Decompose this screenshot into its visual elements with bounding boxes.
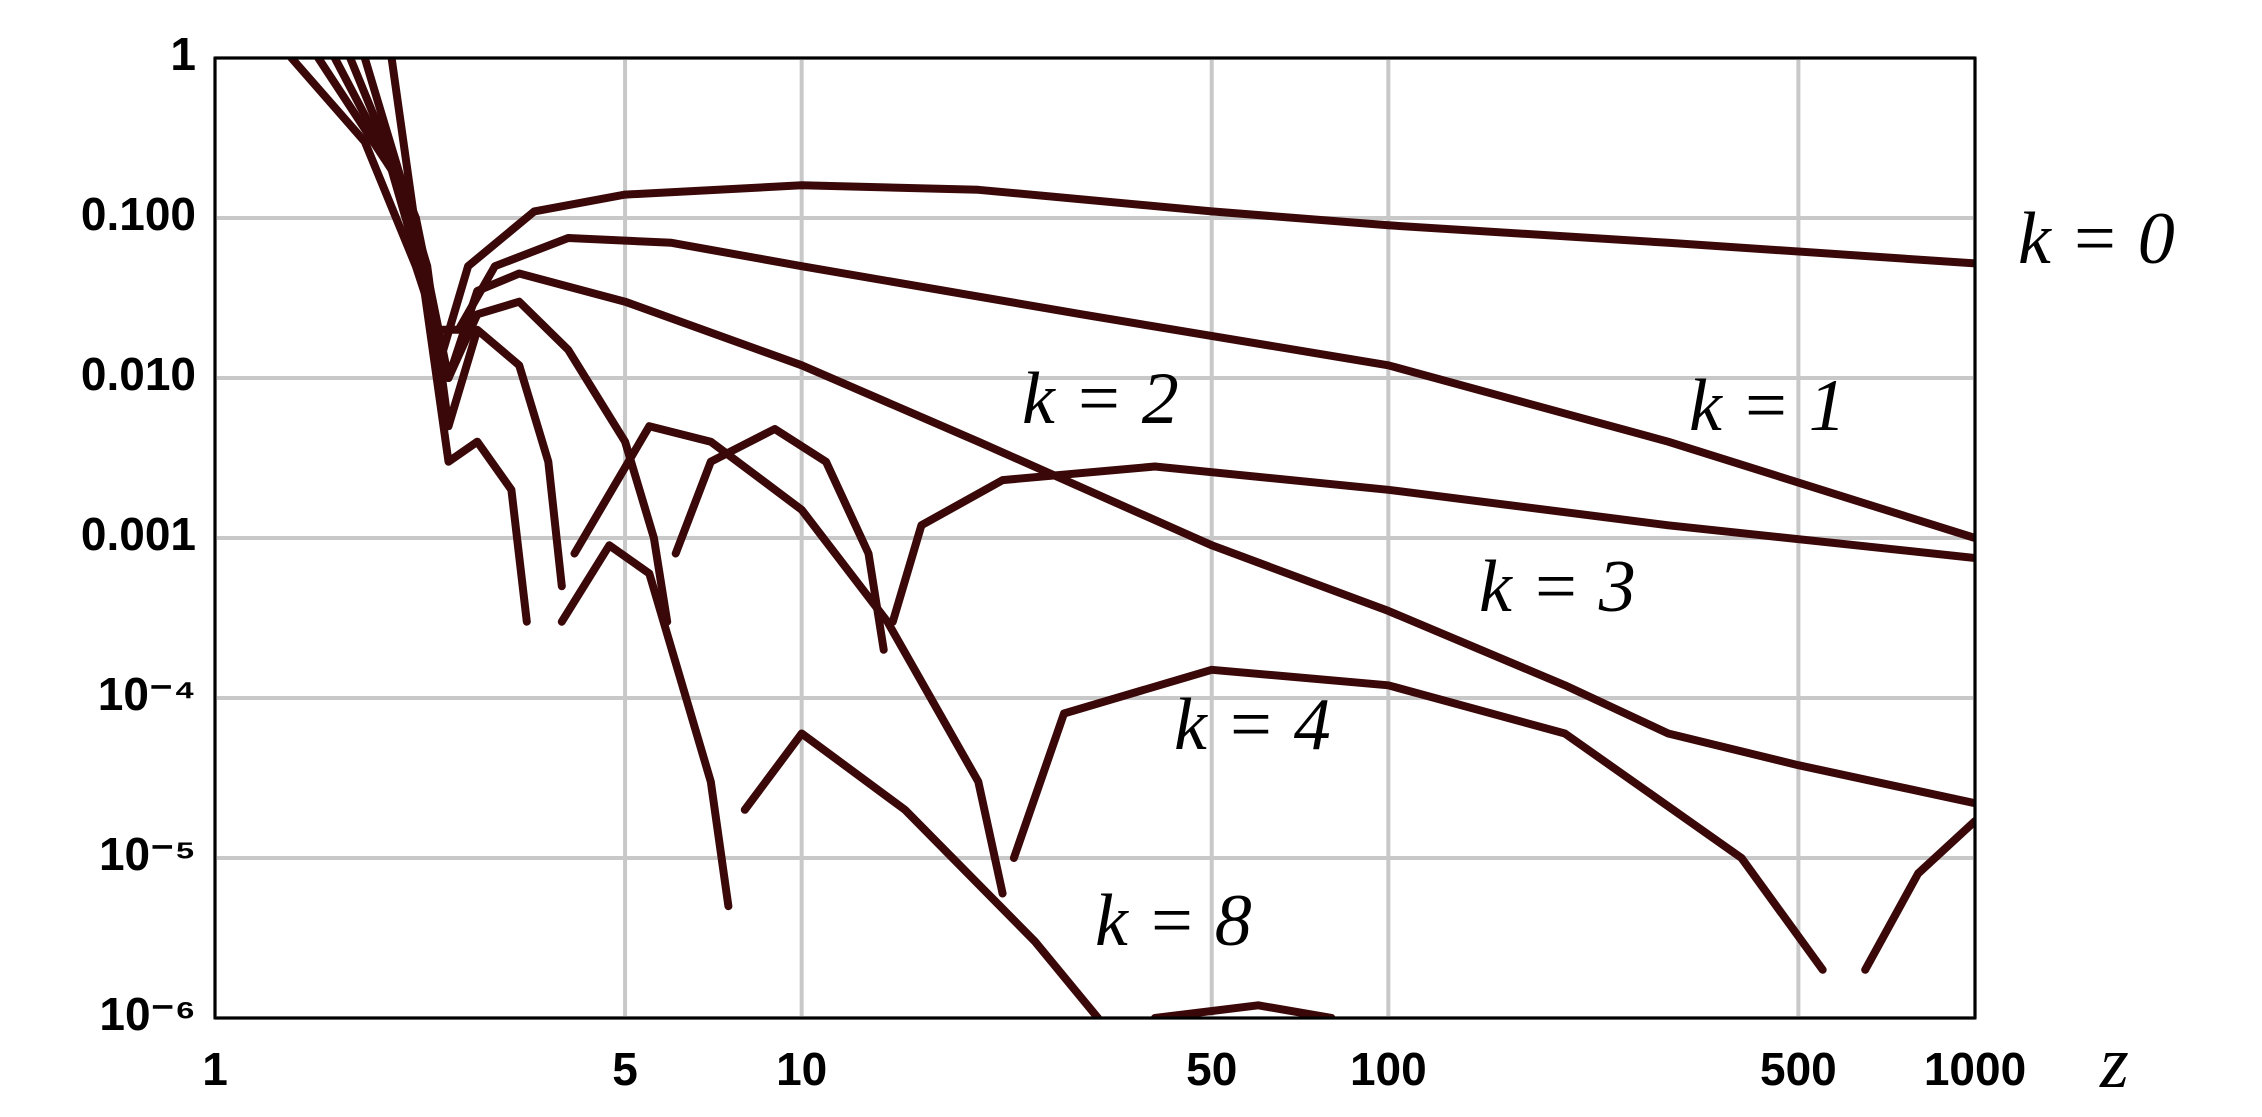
y-tick-label: 1	[170, 28, 196, 80]
curve-label: k = 3	[1479, 546, 1636, 628]
curve	[360, 58, 1975, 974]
curve-label: k = 4	[1174, 684, 1331, 766]
x-axis-label: z	[2099, 1022, 2129, 1104]
curve	[387, 58, 1336, 1018]
y-tick-label: 10⁻⁴	[98, 668, 196, 720]
y-tick-label: 10⁻⁶	[99, 988, 196, 1040]
x-tick-label: 100	[1350, 1043, 1427, 1095]
x-tick-label: 1	[202, 1043, 228, 1095]
y-tick-label: 0.001	[81, 508, 196, 560]
curve-label: k = 2	[1022, 358, 1179, 440]
y-tick-label: 10⁻⁵	[99, 828, 196, 880]
curve	[346, 58, 1975, 808]
x-tick-label: 500	[1760, 1043, 1837, 1095]
plot-frame	[213, 56, 1977, 1020]
y-tick-label: 0.010	[81, 348, 196, 400]
curve	[330, 58, 1975, 654]
curve-label: k = 8	[1095, 880, 1252, 962]
x-tick-label: 50	[1186, 1043, 1237, 1095]
x-tick-label: 5	[612, 1043, 638, 1095]
curve-label: k = 1	[1689, 365, 1846, 447]
curve-label: k = 0	[2018, 198, 2175, 280]
x-tick-label: 1000	[1924, 1043, 2026, 1095]
x-tick-label: 10	[776, 1043, 827, 1095]
curve	[287, 58, 1975, 354]
y-tick-label: 0.100	[81, 188, 196, 240]
